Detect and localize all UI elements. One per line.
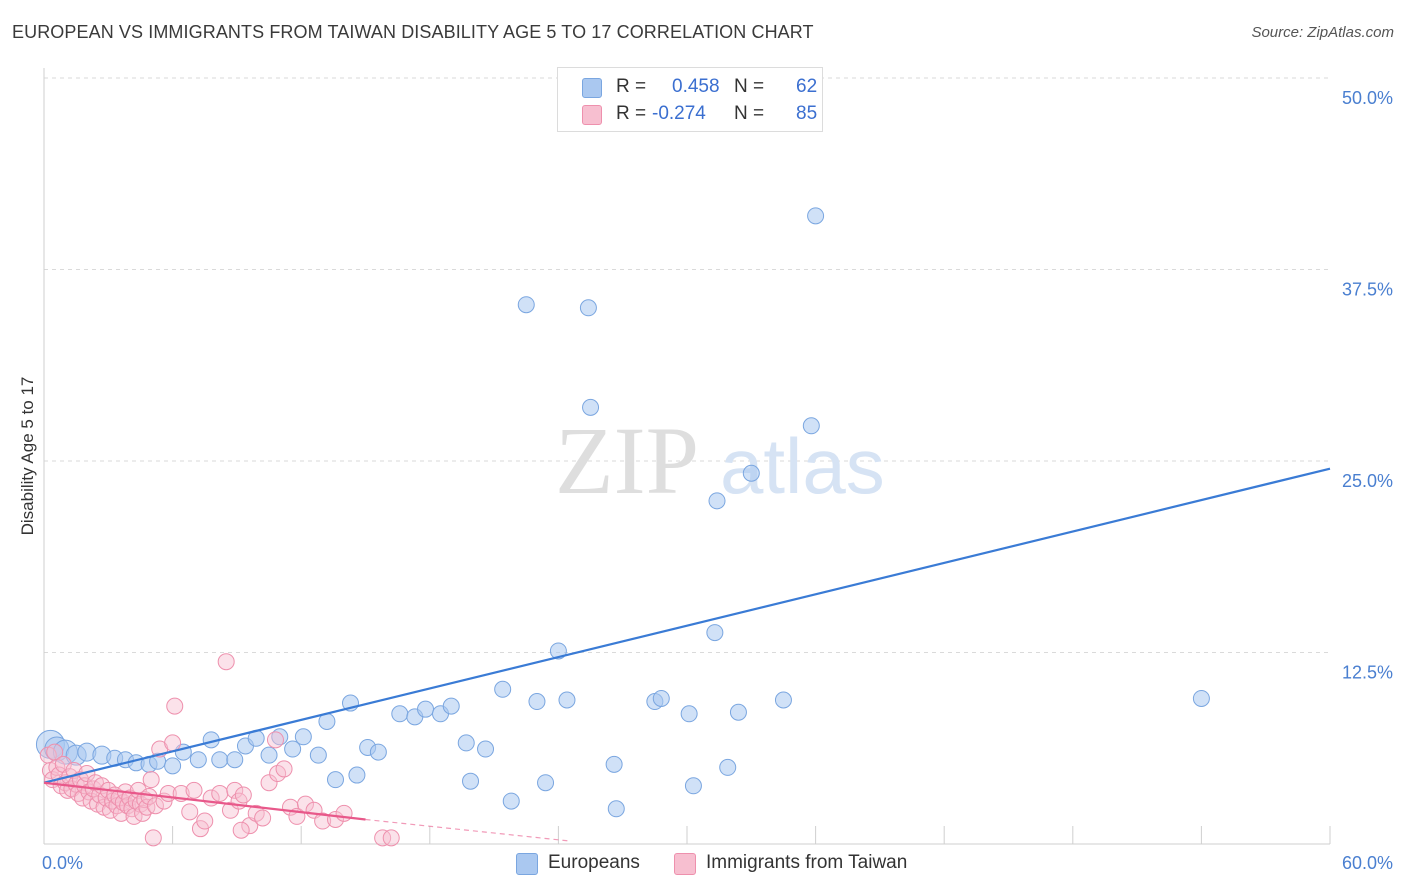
data-point-europeans [164,757,182,775]
trend-line-taiwan [43,781,366,821]
stats-swatch-europeans [582,78,602,98]
data-point-europeans [708,492,726,510]
data-point-europeans [680,705,698,723]
data-point-europeans [309,746,327,764]
data-point-europeans [294,728,312,746]
x-tick-label: 60.0% [1342,853,1393,873]
data-point-taiwan [185,781,203,799]
stats-n-label: N = [734,76,765,97]
data-point-taiwan [196,812,214,830]
data-point-europeans [537,774,555,792]
data-point-europeans [558,691,576,709]
data-point-europeans [284,740,302,758]
data-point-taiwan [254,809,272,827]
data-point-europeans [607,800,625,818]
legend-swatch-europeans [516,853,538,875]
data-point-europeans [719,758,737,776]
data-point-taiwan [260,774,278,792]
stats-swatch-taiwan [582,105,602,125]
watermark-zip: ZIP [555,407,699,514]
data-point-europeans [457,734,475,752]
data-point-europeans [442,697,460,715]
data-point-taiwan [142,771,160,789]
tick-labels: 12.5% 25.0% 37.5% 50.0% 0.0% 60.0% [42,88,1393,873]
data-point-taiwan [144,829,162,847]
data-point-taiwan [211,784,229,802]
data-point-europeans [211,751,229,769]
data-point-taiwan [166,697,184,715]
y-tick-label: 25.0% [1342,471,1393,491]
data-point-europeans [549,642,567,660]
data-point-taiwan [374,829,392,847]
data-point-europeans [774,691,792,709]
data-point-taiwan [226,781,244,799]
data-point-taiwan [382,829,400,847]
data-point-europeans [369,743,387,761]
data-point-europeans [652,689,670,707]
data-points [35,207,1210,847]
legend-label-europeans: Europeans [548,852,640,873]
stats-n-value: 85 [796,103,818,124]
data-point-taiwan [314,812,332,830]
data-point-europeans [517,296,535,314]
data-point-europeans [477,740,495,758]
data-point-europeans [348,766,366,784]
data-point-taiwan [217,653,235,671]
x-tick-label: 0.0% [42,853,83,873]
data-point-taiwan [221,801,239,819]
stats-r-value: 0.458 [672,76,720,97]
y-tick-label: 37.5% [1342,280,1393,300]
data-point-europeans [226,751,244,769]
data-point-europeans [260,746,278,764]
trend-line-taiwan-extension [365,818,570,842]
data-point-europeans [528,693,546,711]
stats-r-label: R = [616,76,647,97]
source-label: Source: ZipAtlas.com [1251,24,1394,41]
data-point-europeans [582,398,600,416]
stats-r-value: -0.274 [652,103,706,124]
stats-n-label: N = [734,103,765,124]
data-point-taiwan [275,760,293,778]
watermark-atlas: atlas [720,422,885,510]
data-point-europeans [579,299,597,317]
data-point-europeans [729,703,747,721]
chart-title: EUROPEAN VS IMMIGRANTS FROM TAIWAN DISAB… [12,22,814,42]
data-point-taiwan [181,803,199,821]
y-tick-label: 12.5% [1342,663,1393,683]
y-tick-label: 50.0% [1342,88,1393,108]
data-point-europeans [502,792,520,810]
trend-lines [43,467,1331,842]
data-point-europeans [684,777,702,795]
data-point-taiwan [138,798,156,816]
legend-swatch-taiwan [674,853,696,875]
axes [43,68,1331,845]
data-point-europeans [417,700,435,718]
data-point-europeans [462,772,480,790]
data-point-taiwan [191,820,209,838]
data-point-europeans [494,680,512,698]
data-point-europeans [742,464,760,482]
data-point-europeans [326,771,344,789]
data-point-taiwan [234,786,252,804]
trend-line-europeans [43,467,1331,784]
data-point-europeans [605,755,623,773]
stats-box: R = 0.458 N = 62 R = -0.274 N = 85 [557,67,823,132]
grid-lines [44,77,1330,653]
data-point-europeans [1192,689,1210,707]
stats-r-label: R = [616,103,647,124]
data-point-taiwan [146,797,164,815]
legend-label-taiwan: Immigrants from Taiwan [706,852,908,873]
data-point-europeans [189,751,207,769]
data-point-europeans [802,417,820,435]
data-point-taiwan [134,804,152,822]
data-point-taiwan [232,821,250,839]
data-point-taiwan [164,734,182,752]
data-point-europeans [391,705,409,723]
data-point-europeans [807,207,825,225]
data-point-europeans [706,624,724,642]
data-point-taiwan [266,731,284,749]
data-point-taiwan [335,804,353,822]
stats-n-value: 62 [796,76,818,97]
